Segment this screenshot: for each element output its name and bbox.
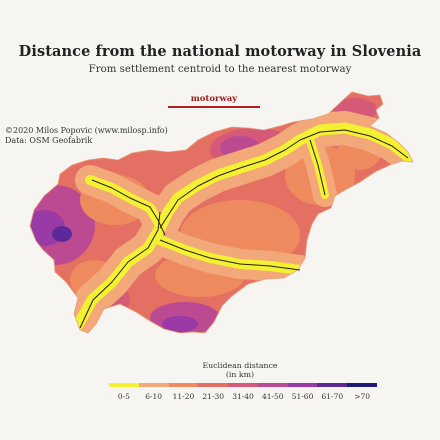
map-subtitle: From settlement centroid to the nearest … bbox=[88, 64, 352, 75]
motorway-a2-southeast bbox=[159, 239, 301, 271]
credit-data-source: Data: OSM Geofabrik bbox=[5, 136, 93, 145]
motorway-legend-label: motorway bbox=[190, 94, 238, 104]
motorway-a2-northwest bbox=[91, 179, 166, 236]
credit-author: ©2020 Milos Popovic (www.milosp.info) bbox=[5, 126, 168, 135]
scale-label: 21-30 bbox=[202, 392, 225, 401]
scale-label: 6-10 bbox=[145, 392, 163, 401]
scale-label: 41-50 bbox=[261, 392, 284, 401]
motorway-lines bbox=[79, 129, 409, 329]
scale-label: 51-60 bbox=[291, 392, 314, 401]
scale-swatch bbox=[228, 383, 258, 387]
zone-61-70 bbox=[52, 226, 72, 242]
scale-swatch bbox=[287, 383, 318, 387]
scale-label: 31-40 bbox=[232, 392, 254, 401]
scale-label: 0-5 bbox=[117, 392, 130, 401]
scale-labels: 0-5 6-10 11-20 21-30 31-40 41-50 51-60 61-70 >70 bbox=[109, 392, 377, 402]
credits: ©2020 Milos Popovic (www.milosp.info) Da… bbox=[5, 126, 168, 146]
scale-label: 61-70 bbox=[321, 392, 344, 401]
scale-title-line2: (in km) bbox=[225, 370, 255, 379]
scale-swatch bbox=[168, 383, 199, 387]
motorway-a4-east bbox=[309, 139, 326, 196]
scale-label: >70 bbox=[354, 392, 371, 401]
scale-swatch bbox=[317, 383, 348, 387]
scale-title-line1: Euclidean distance bbox=[202, 361, 278, 370]
scale-swatch bbox=[347, 383, 378, 387]
scale-swatch bbox=[109, 383, 139, 387]
scale-bar bbox=[109, 383, 378, 387]
zone-51-60 bbox=[162, 316, 198, 332]
scale-swatch bbox=[198, 383, 229, 387]
motorway-a1-central bbox=[159, 139, 301, 229]
motorway-legend-line bbox=[168, 106, 260, 108]
motorway-legend: motorway bbox=[168, 92, 260, 112]
scale-title: Euclidean distance (in km) bbox=[190, 361, 290, 379]
scale-swatch bbox=[138, 383, 169, 387]
map-title: Distance from the national motorway in S… bbox=[18, 43, 422, 60]
motorway-a1-west bbox=[79, 211, 161, 329]
scale-label: 11-20 bbox=[172, 392, 195, 401]
scale-swatch bbox=[257, 383, 288, 387]
motorway-a5-northeast bbox=[299, 129, 409, 159]
